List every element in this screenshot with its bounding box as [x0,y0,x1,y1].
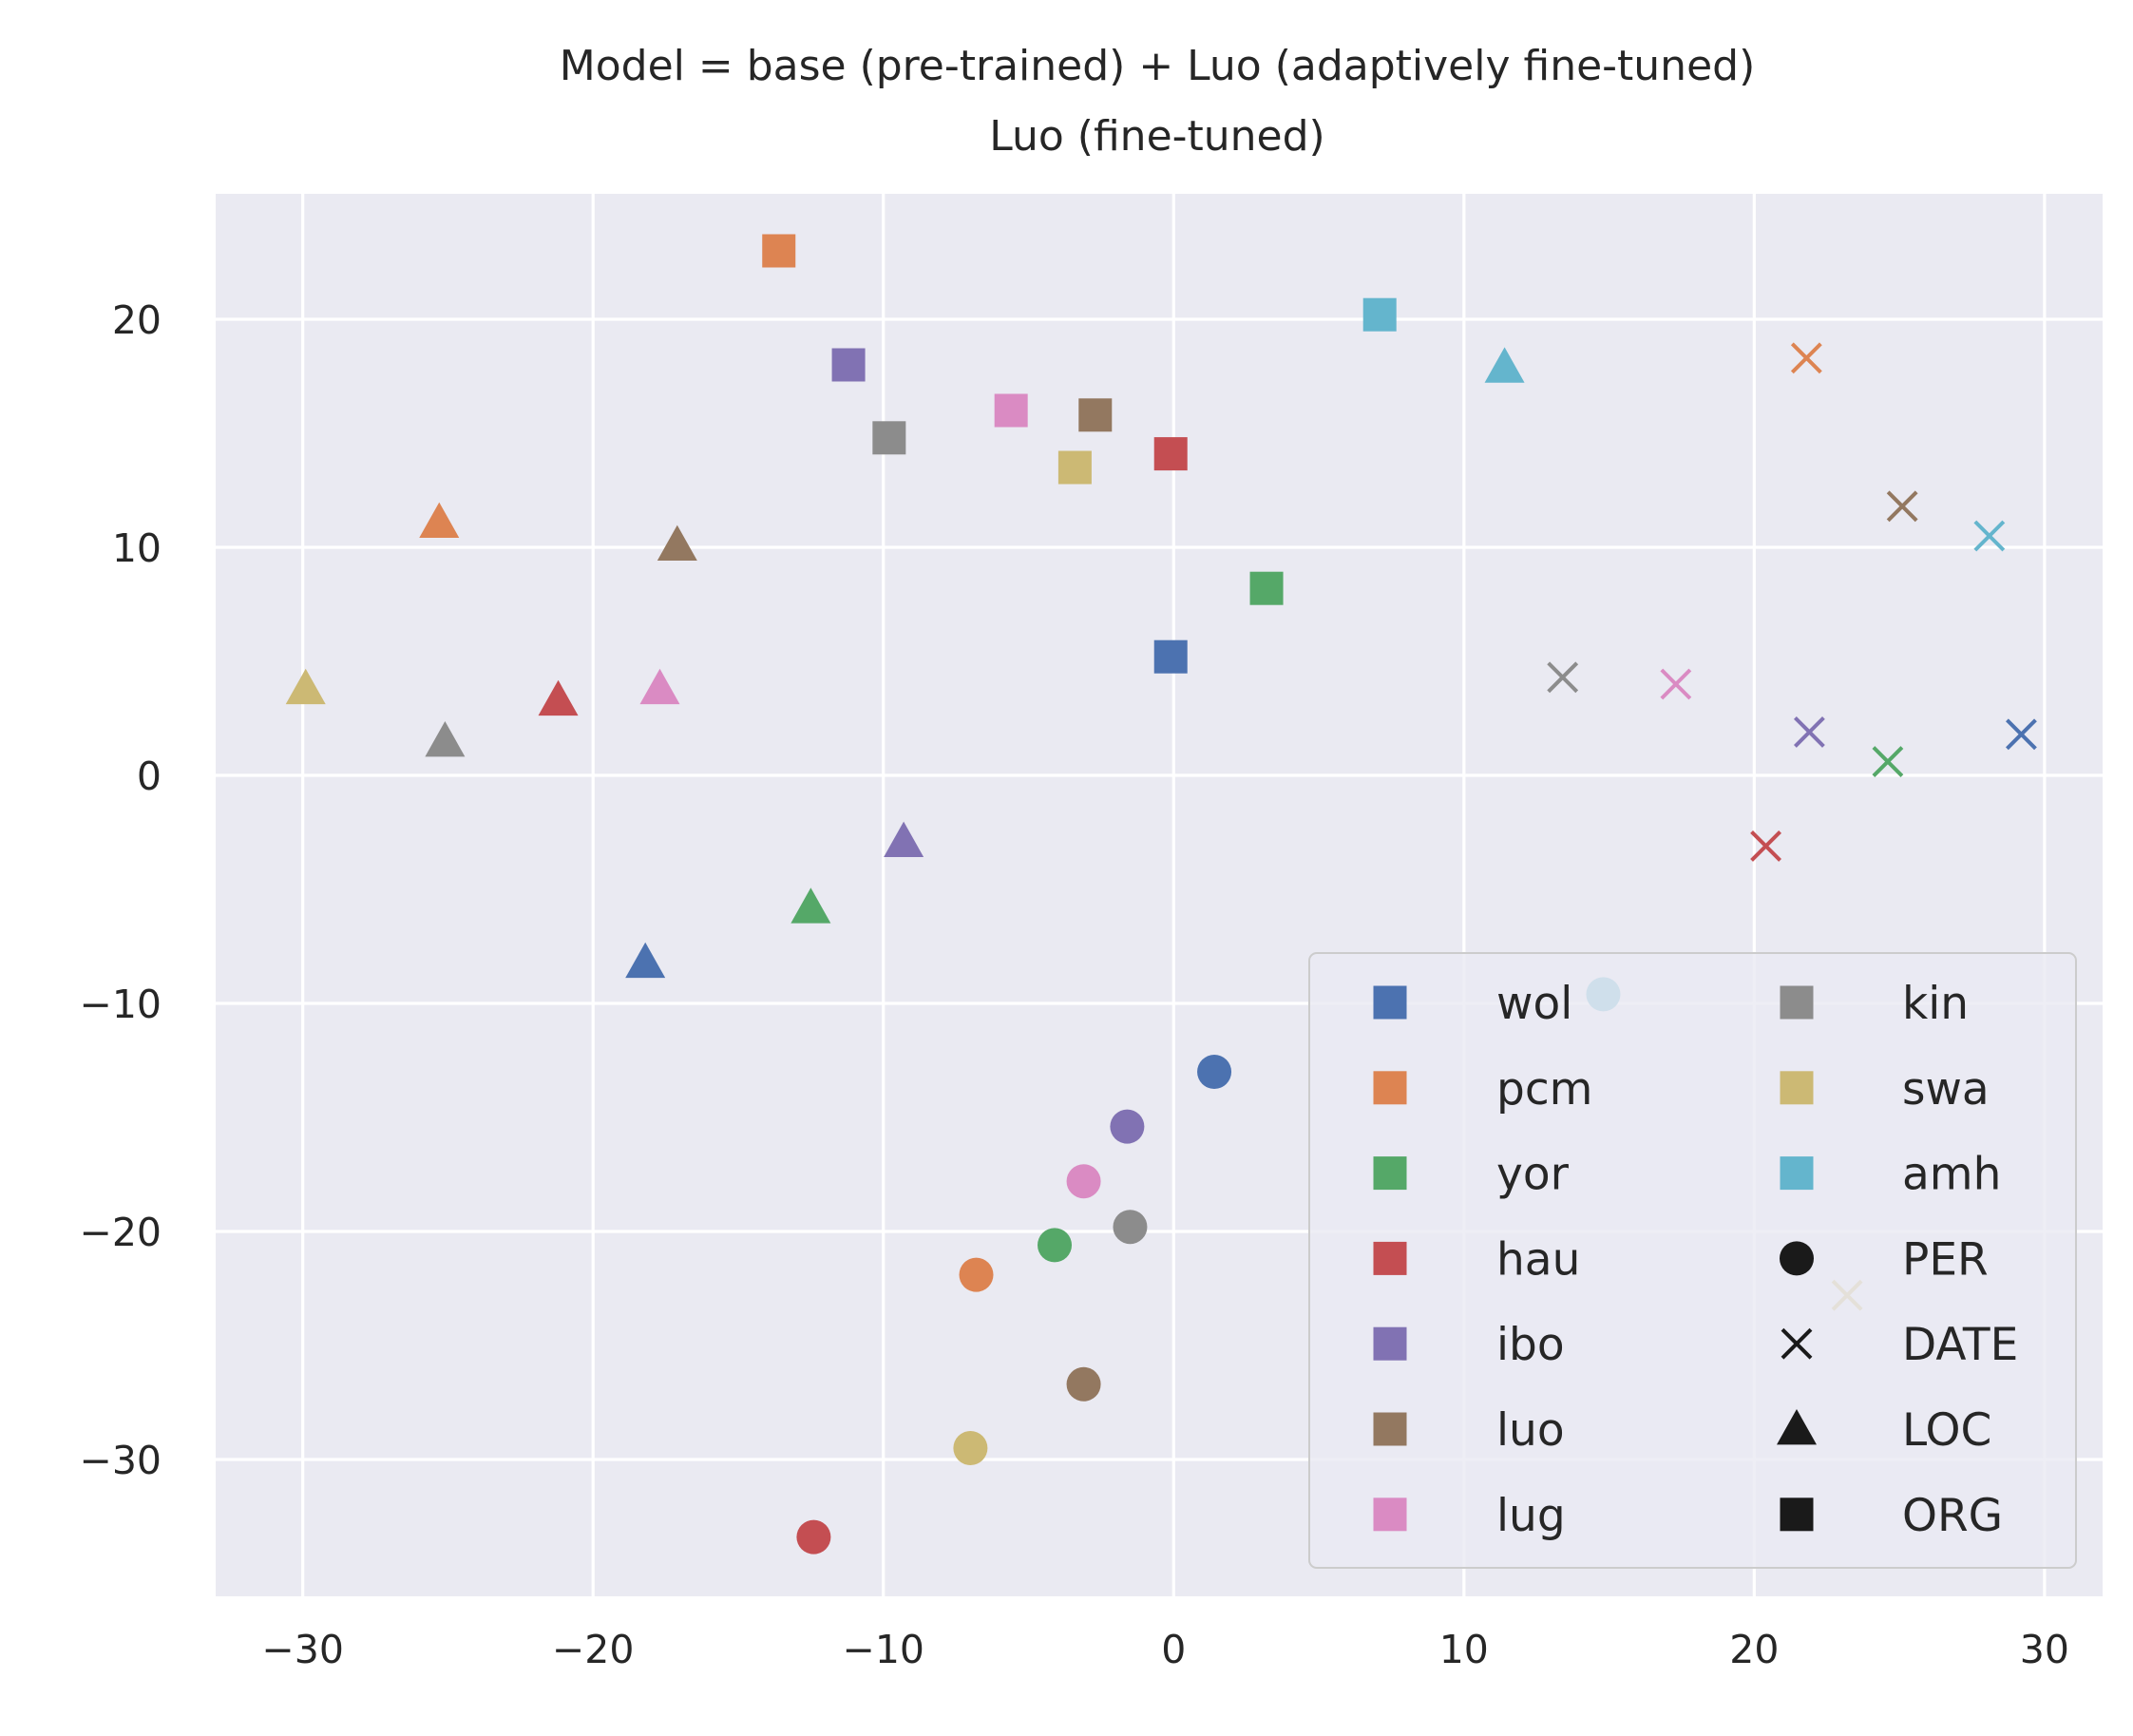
legend-marker-date [1781,1327,1813,1360]
point-lug-loc [639,668,680,705]
point-hau-date [1750,830,1781,862]
point-ibo-per [1110,1109,1145,1144]
point-amh-loc [1484,347,1525,383]
legend-marker-kin [1780,985,1814,1020]
chart-title: Model = base (pre-trained) + Luo (adapti… [560,42,1755,90]
point-lug-org [994,393,1028,428]
legend-marker-wol [1373,985,1407,1020]
x-tick-label: 10 [1439,1627,1489,1672]
x-tick-label: −10 [842,1627,924,1672]
y-axis-ticks: 20 10 0 −10 −20 −30 [79,297,162,1483]
x-axis-ticks: −30 −20 −10 0 10 20 30 [261,1627,2069,1672]
point-pcm-date [1790,342,1822,374]
legend-label-luo: luo [1496,1404,1565,1457]
legend-marker-lug [1373,1498,1407,1532]
legend-marker-per [1780,1241,1814,1276]
legend-marker-ibo [1373,1326,1407,1361]
point-pcm-per [959,1257,994,1292]
point-hau-loc [538,679,579,716]
point-amh-date [1973,520,2006,552]
point-luo-date [1886,490,1918,523]
legend-marker-amh [1780,1156,1814,1191]
legend-marker-swa [1780,1071,1814,1105]
point-luo-loc [657,525,697,561]
legend-label-date: DATE [1902,1319,2018,1371]
y-tick-label: −20 [79,1210,162,1255]
legend-label-amh: amh [1902,1149,2001,1201]
point-wol-date [2006,718,2037,751]
chart-subtitle: Luo (fine-tuned) [989,112,1324,161]
legend-marker-luo [1373,1412,1407,1446]
point-wol-org [1153,639,1188,674]
legend-label-lug: lug [1496,1490,1566,1542]
point-lug-date [1660,668,1692,700]
legend-label-per: PER [1902,1233,1989,1286]
y-tick-label: −30 [79,1438,162,1483]
legend-marker-org [1780,1498,1814,1532]
point-yor-org [1249,571,1284,605]
legend-label-pcm: pcm [1496,1063,1592,1116]
legend: wol pcm yor hau ibo luo lug kin swa amh PER DATE LOC… [1308,952,2077,1569]
point-luo-org [1078,398,1113,432]
point-swa-org [1057,450,1092,485]
point-yor-date [1872,746,1904,778]
point-pcm-org [762,234,796,268]
legend-marker-hau [1373,1241,1407,1275]
x-tick-label: −20 [552,1627,635,1672]
legend-label-yor: yor [1496,1149,1570,1201]
point-ibo-org [831,348,866,382]
point-amh-org [1362,297,1397,332]
point-kin-date [1547,661,1579,694]
legend-marker-yor [1373,1156,1407,1191]
data-points [285,234,2037,1555]
legend-label-org: ORG [1902,1490,2003,1542]
legend-label-loc: LOC [1902,1404,1991,1457]
point-hau-per [796,1519,831,1555]
point-lug-per [1066,1164,1101,1199]
x-tick-label: 20 [1729,1627,1779,1672]
point-luo-per [1066,1366,1101,1402]
point-hau-org [1153,437,1188,471]
legend-label-ibo: ibo [1496,1319,1565,1371]
legend-box [1308,952,2077,1569]
y-tick-label: 20 [112,297,162,343]
point-swa-per [953,1431,988,1465]
y-tick-label: −10 [79,982,162,1027]
point-ibo-date [1793,715,1825,748]
point-ibo-loc [884,821,924,857]
legend-marker-loc [1777,1409,1817,1445]
legend-marker-pcm [1373,1071,1407,1105]
x-tick-label: 30 [2020,1627,2069,1672]
legend-label-kin: kin [1902,978,1969,1030]
point-kin-org [872,421,906,455]
x-tick-label: −30 [261,1627,344,1672]
legend-label-swa: swa [1902,1063,1990,1116]
point-pcm-loc [419,502,460,538]
point-yor-loc [790,887,831,924]
legend-label-hau: hau [1496,1233,1580,1286]
legend-label-wol: wol [1496,978,1572,1030]
y-tick-label: 0 [137,754,162,799]
point-wol-loc [625,942,666,979]
point-kin-per [1113,1210,1148,1245]
point-yor-per [1038,1228,1073,1263]
x-tick-label: 0 [1161,1627,1186,1672]
point-swa-loc [285,668,326,705]
point-kin-loc [425,721,466,757]
y-tick-label: 10 [112,525,162,571]
point-wol-per [1197,1055,1232,1089]
